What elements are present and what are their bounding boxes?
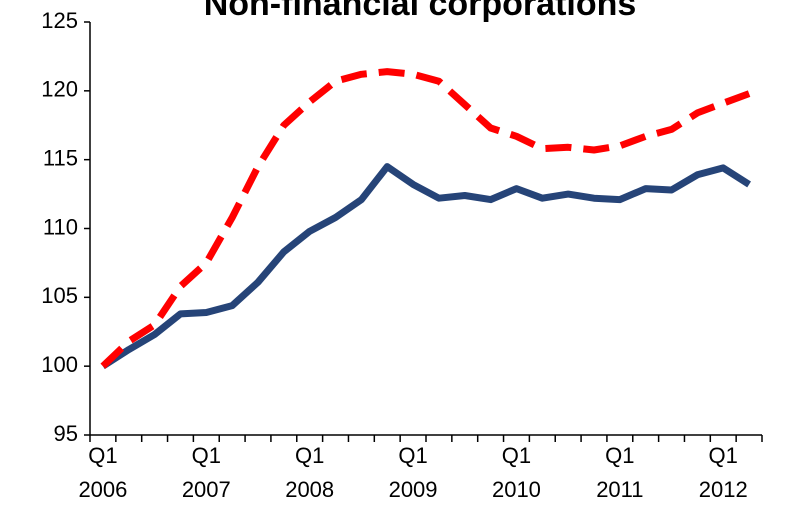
series-line (100, 68, 751, 369)
chart-title: Non-financial corporations (204, 0, 637, 23)
y-tick-label: 100 (41, 352, 78, 377)
y-tick-label: 105 (41, 283, 78, 308)
y-tick-label: 125 (41, 8, 78, 33)
y-tick-label: 110 (43, 214, 78, 239)
x-tick-label: Q1 2006 (78, 443, 128, 502)
y-tick-label: 115 (43, 145, 78, 170)
x-tick-label: Q1 2009 (388, 443, 438, 502)
y-tick-label: 120 (41, 77, 78, 102)
x-tick-label: Q1 2007 (181, 443, 231, 502)
x-tick-label: Q1 2010 (491, 443, 541, 502)
series-line (101, 163, 751, 370)
x-tick-label: Q1 2011 (596, 443, 644, 502)
y-tick-label: 95 (54, 421, 78, 446)
x-tick-label: Q1 2008 (285, 443, 335, 502)
x-tick-label: Q1 2012 (698, 443, 748, 502)
